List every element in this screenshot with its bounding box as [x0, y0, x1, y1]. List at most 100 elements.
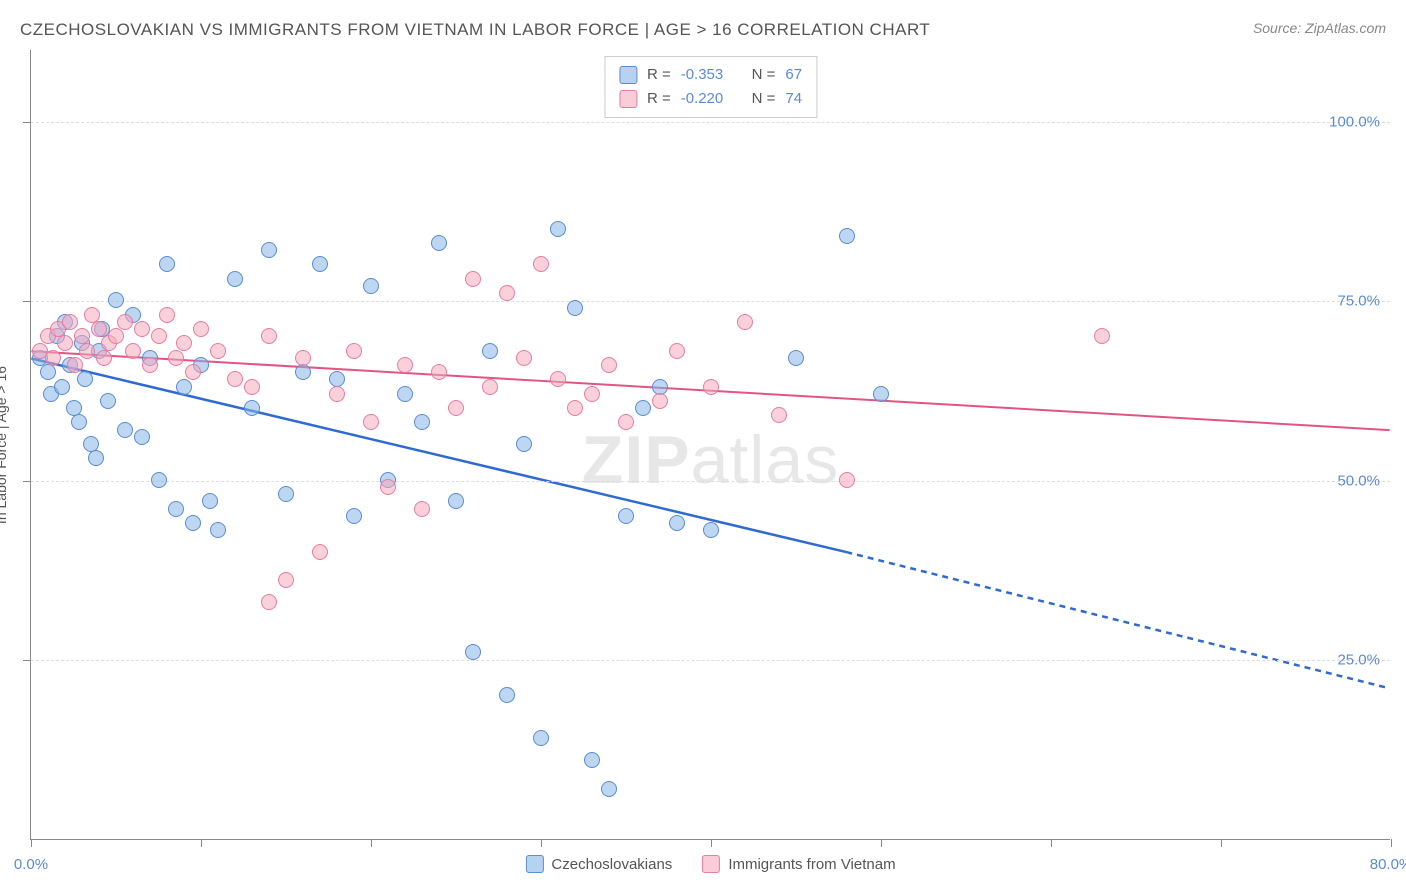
data-point-czech: [873, 386, 889, 402]
y-tick: [23, 122, 31, 123]
data-point-vietnam: [278, 572, 294, 588]
data-point-vietnam: [397, 357, 413, 373]
data-point-czech: [669, 515, 685, 531]
data-point-czech: [397, 386, 413, 402]
n-value-vietnam: 74: [785, 87, 802, 111]
stats-row-vietnam: R = -0.220 N = 74: [619, 87, 802, 111]
data-point-vietnam: [550, 371, 566, 387]
data-point-vietnam: [176, 335, 192, 351]
data-point-vietnam: [142, 357, 158, 373]
data-point-czech: [414, 414, 430, 430]
y-tick-label: 50.0%: [1337, 472, 1380, 489]
gridline: [31, 122, 1390, 123]
r-value-vietnam: -0.220: [681, 87, 724, 111]
legend-label-czech: Czechoslovakians: [551, 856, 672, 873]
data-point-vietnam: [431, 364, 447, 380]
data-point-vietnam: [1094, 328, 1110, 344]
data-point-czech: [584, 752, 600, 768]
swatch-czech-icon: [619, 66, 637, 84]
data-point-czech: [465, 644, 481, 660]
data-point-vietnam: [414, 501, 430, 517]
data-point-vietnam: [499, 285, 515, 301]
bottom-legend: Czechoslovakians Immigrants from Vietnam: [525, 855, 895, 873]
data-point-vietnam: [482, 379, 498, 395]
data-point-vietnam: [295, 350, 311, 366]
data-point-czech: [499, 687, 515, 703]
data-point-czech: [185, 515, 201, 531]
trend-lines: [31, 50, 1390, 839]
x-tick-label: 0.0%: [14, 856, 48, 873]
x-tick: [31, 839, 32, 847]
y-tick: [23, 660, 31, 661]
source-label: Source: ZipAtlas.com: [1253, 20, 1386, 36]
gridline: [31, 481, 1390, 482]
data-point-vietnam: [79, 343, 95, 359]
data-point-czech: [703, 522, 719, 538]
data-point-czech: [482, 343, 498, 359]
n-label: N =: [752, 63, 776, 87]
chart-title: CZECHOSLOVAKIAN VS IMMIGRANTS FROM VIETN…: [20, 20, 930, 40]
data-point-vietnam: [380, 479, 396, 495]
data-point-czech: [431, 235, 447, 251]
data-point-vietnam: [703, 379, 719, 395]
data-point-czech: [261, 242, 277, 258]
data-point-vietnam: [448, 400, 464, 416]
correlation-chart: In Labor Force | Age > 16 ZIPatlas R = -…: [30, 50, 1390, 840]
data-point-vietnam: [465, 271, 481, 287]
data-point-czech: [210, 522, 226, 538]
data-point-czech: [448, 493, 464, 509]
stats-row-czech: R = -0.353 N = 67: [619, 63, 802, 87]
data-point-vietnam: [737, 314, 753, 330]
data-point-czech: [533, 730, 549, 746]
data-point-vietnam: [151, 328, 167, 344]
data-point-czech: [117, 422, 133, 438]
swatch-vietnam-icon: [702, 855, 720, 873]
x-tick: [1221, 839, 1222, 847]
data-point-vietnam: [117, 314, 133, 330]
y-tick: [23, 481, 31, 482]
r-label: R =: [647, 63, 671, 87]
y-tick-label: 75.0%: [1337, 293, 1380, 310]
data-point-czech: [100, 393, 116, 409]
x-tick: [201, 839, 202, 847]
data-point-czech: [88, 450, 104, 466]
data-point-czech: [168, 501, 184, 517]
data-point-vietnam: [96, 350, 112, 366]
data-point-vietnam: [346, 343, 362, 359]
legend-label-vietnam: Immigrants from Vietnam: [728, 856, 895, 873]
data-point-czech: [77, 371, 93, 387]
data-point-czech: [227, 271, 243, 287]
data-point-czech: [151, 472, 167, 488]
data-point-czech: [550, 221, 566, 237]
data-point-vietnam: [159, 307, 175, 323]
data-point-czech: [363, 278, 379, 294]
data-point-czech: [618, 508, 634, 524]
x-tick: [1391, 839, 1392, 847]
data-point-vietnam: [45, 350, 61, 366]
data-point-czech: [71, 414, 87, 430]
r-label: R =: [647, 87, 671, 111]
data-point-czech: [312, 256, 328, 272]
y-tick-label: 25.0%: [1337, 652, 1380, 669]
gridline: [31, 660, 1390, 661]
stats-legend-box: R = -0.353 N = 67 R = -0.220 N = 74: [604, 56, 817, 118]
x-tick: [881, 839, 882, 847]
data-point-vietnam: [567, 400, 583, 416]
data-point-vietnam: [57, 335, 73, 351]
data-point-vietnam: [210, 343, 226, 359]
data-point-vietnam: [91, 321, 107, 337]
data-point-vietnam: [312, 544, 328, 560]
data-point-czech: [202, 493, 218, 509]
data-point-vietnam: [185, 364, 201, 380]
data-point-vietnam: [244, 379, 260, 395]
data-point-vietnam: [669, 343, 685, 359]
legend-item-vietnam: Immigrants from Vietnam: [702, 855, 895, 873]
x-tick: [711, 839, 712, 847]
data-point-czech: [567, 300, 583, 316]
y-tick-label: 100.0%: [1329, 113, 1380, 130]
data-point-vietnam: [652, 393, 668, 409]
data-point-vietnam: [516, 350, 532, 366]
data-point-vietnam: [227, 371, 243, 387]
x-tick: [541, 839, 542, 847]
data-point-vietnam: [363, 414, 379, 430]
